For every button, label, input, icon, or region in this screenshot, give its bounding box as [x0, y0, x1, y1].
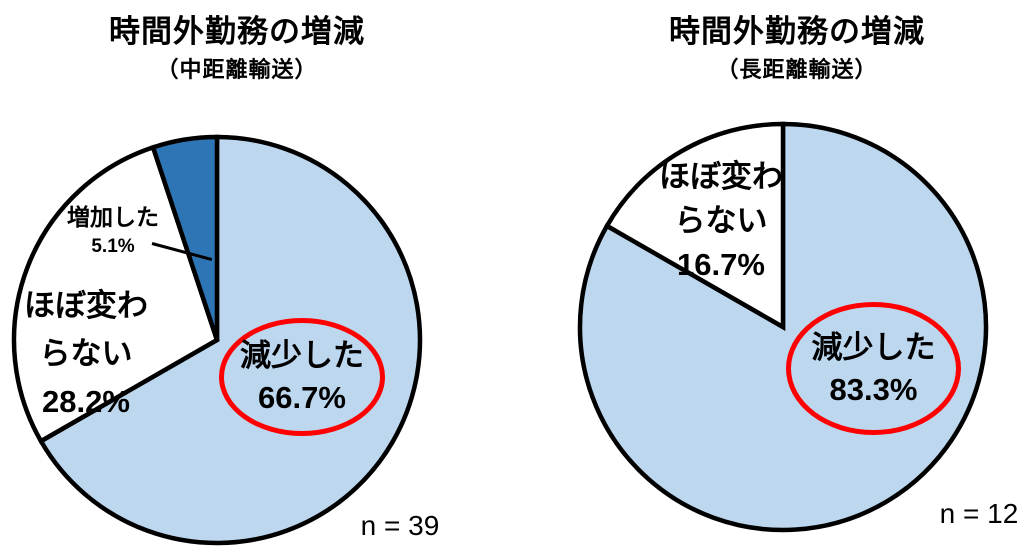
slice-label-nochange-long-pct: 16.7%	[677, 247, 765, 282]
pie-slice	[37, 134, 423, 546]
slice-label-decrease-long-pct: 83.3%	[829, 371, 918, 407]
slice-label-decrease-medium-pct: 66.7%	[258, 380, 346, 415]
chart-title-medium: 時間外勤務の増減	[109, 14, 365, 49]
pie-slice	[11, 144, 220, 445]
highlight-ellipse-decrease-long: 減少した 83.3%	[786, 302, 961, 435]
sample-size-long: n = 12	[939, 498, 1019, 529]
slice-label-nochange-long-text: ほぼ変わ らない	[659, 159, 783, 238]
slice-label-increase-pct: 5.1%	[91, 236, 135, 257]
slice-label-decrease-long-text: 減少した	[811, 329, 936, 365]
pie-slice	[150, 134, 220, 341]
slice-label-nochange-medium-text: ほぼ変わ らない	[24, 288, 148, 371]
chart-subtitle-long: （長距離輸送）	[716, 57, 878, 82]
chart-subtitle-medium: （中距離輸送）	[156, 57, 318, 82]
pie-chart-medium-distance	[11, 134, 423, 546]
highlight-ellipse-decrease-medium: 減少した 66.7%	[219, 318, 385, 436]
slice-label-increase: 増加した 5.1%	[43, 204, 183, 257]
slice-label-nochange-medium: ほぼ変わ らない 28.2%	[8, 282, 164, 426]
sample-size-medium: n = 39	[360, 510, 440, 541]
slice-label-increase-text: 増加した	[67, 204, 159, 230]
slice-label-decrease-medium-text: 減少した	[240, 338, 364, 373]
pie-slice	[603, 121, 786, 331]
chart-title-long: 時間外勤務の増減	[669, 14, 925, 49]
slice-label-nochange-medium-pct: 28.2%	[42, 384, 130, 419]
slice-label-nochange-long: ほぼ変わ らない 16.7%	[643, 155, 799, 287]
